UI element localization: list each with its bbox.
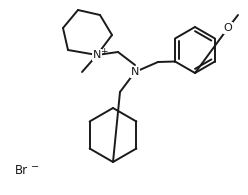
Text: O: O — [224, 23, 232, 33]
Text: −: − — [31, 162, 39, 172]
Text: +: + — [100, 46, 108, 56]
Text: N: N — [131, 67, 139, 77]
Text: N: N — [93, 50, 101, 60]
Text: Br: Br — [15, 163, 28, 176]
